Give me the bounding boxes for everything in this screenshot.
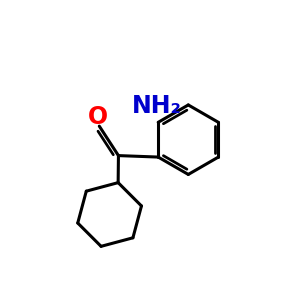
Text: O: O [88, 105, 108, 129]
Text: NH₂: NH₂ [132, 94, 182, 118]
